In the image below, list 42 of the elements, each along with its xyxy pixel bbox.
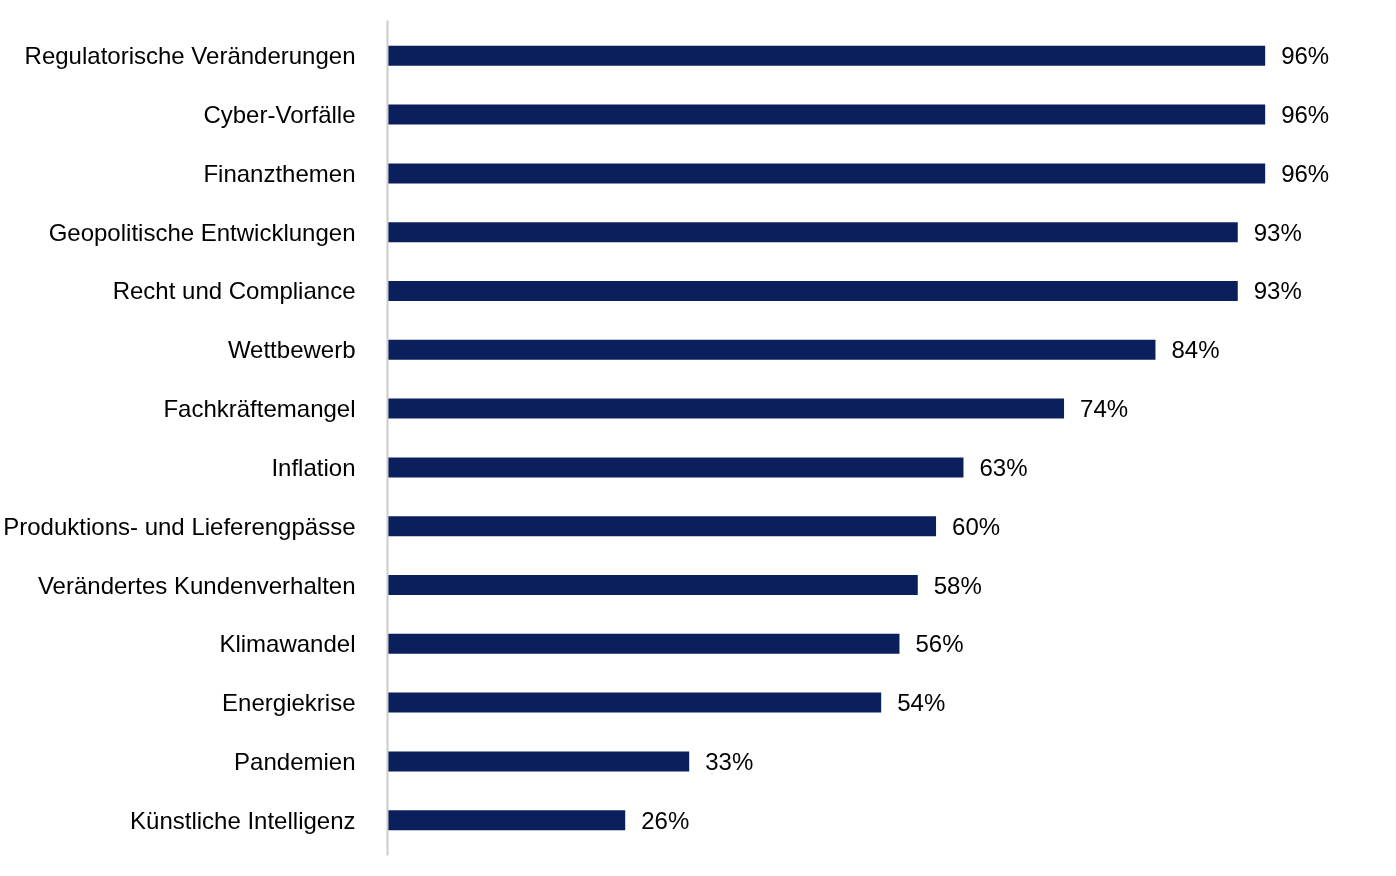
bar <box>387 692 882 713</box>
y-tick-label: Verändertes Kundenverhalten <box>37 571 356 599</box>
bar <box>387 751 690 772</box>
data-label: 58% <box>933 571 982 599</box>
y-tick-label: Klimawandel <box>219 630 356 658</box>
data-label: 93% <box>1253 277 1302 305</box>
y-tick-label: Geopolitische Entwicklungen <box>48 218 356 246</box>
data-label: 93% <box>1253 218 1302 246</box>
y-tick-label: Regulatorische Veränderungen <box>24 42 356 70</box>
y-tick-label: Wettbewerb <box>227 336 356 364</box>
y-tick-label: Energiekrise <box>222 689 356 717</box>
bar <box>387 339 1156 360</box>
y-tick-label: Finanzthemen <box>203 159 356 187</box>
data-label: 96% <box>1281 42 1330 70</box>
y-tick-label: Fachkräftemangel <box>163 395 356 423</box>
y-tick-label: Recht und Compliance <box>112 277 356 305</box>
y-tick-label: Produktions- und Lieferengpässe <box>3 512 356 540</box>
bar <box>387 457 964 478</box>
data-label: 54% <box>897 689 946 717</box>
bar <box>387 281 1238 301</box>
y-tick-label: Inflation <box>271 453 356 481</box>
bar <box>387 810 626 831</box>
bar <box>387 516 937 537</box>
bar <box>387 104 1266 125</box>
data-label: 33% <box>705 747 754 775</box>
bar <box>387 222 1238 243</box>
data-label: 26% <box>641 806 690 834</box>
y-tick-label: Künstliche Intelligenz <box>130 806 356 834</box>
data-label: 74% <box>1080 395 1129 423</box>
data-label: 96% <box>1281 159 1330 187</box>
data-label: 96% <box>1281 101 1330 129</box>
data-label: 60% <box>952 512 1001 540</box>
bar <box>387 398 1065 419</box>
bar <box>387 163 1266 184</box>
y-tick-label: Pandemien <box>234 747 356 775</box>
data-label: 84% <box>1171 336 1220 364</box>
y-tick-label: Cyber-Vorfälle <box>203 101 356 129</box>
bar <box>387 45 1266 66</box>
bar <box>387 633 900 654</box>
data-label: 56% <box>915 630 964 658</box>
bar <box>387 575 918 595</box>
data-label: 63% <box>979 453 1028 481</box>
